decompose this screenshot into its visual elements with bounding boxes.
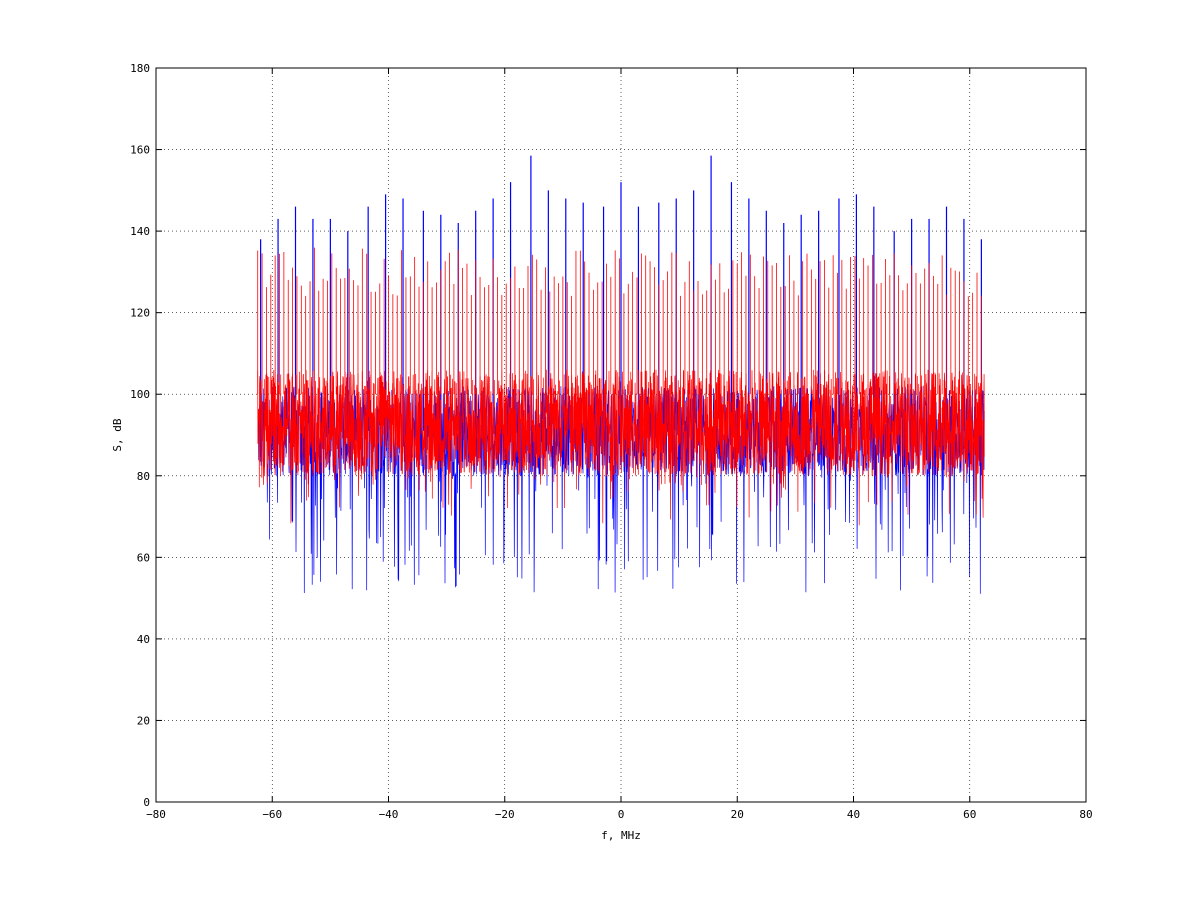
x-tick-label: −20 — [495, 808, 515, 821]
y-tick-label: 0 — [143, 796, 150, 809]
x-tick-label: −80 — [146, 808, 166, 821]
y-tick-label: 100 — [130, 388, 150, 401]
y-tick-label: 20 — [137, 714, 150, 727]
x-tick-label: 80 — [1079, 808, 1092, 821]
x-tick-label: 40 — [847, 808, 860, 821]
x-tick-label: 20 — [731, 808, 744, 821]
y-axis-label: S, dB — [111, 418, 124, 451]
red-noise-trace — [257, 369, 985, 526]
x-axis-label: f, MHz — [601, 829, 641, 842]
y-tick-label: 140 — [130, 225, 150, 238]
y-tick-label: 80 — [137, 470, 150, 483]
x-tick-label: 60 — [963, 808, 976, 821]
series-red — [257, 247, 985, 526]
y-tick-label: 120 — [130, 307, 150, 320]
ticks: −80 −60 −40 −20 0 20 40 60 80 0 20 40 60 80 100 120 140 1… — [130, 62, 1093, 821]
x-tick-label: −60 — [262, 808, 282, 821]
x-tick-label: 0 — [618, 808, 625, 821]
y-tick-label: 160 — [130, 144, 150, 157]
y-tick-label: 180 — [130, 62, 150, 75]
y-tick-label: 60 — [137, 551, 150, 564]
y-tick-label: 40 — [137, 633, 150, 646]
x-tick-label: −40 — [379, 808, 399, 821]
